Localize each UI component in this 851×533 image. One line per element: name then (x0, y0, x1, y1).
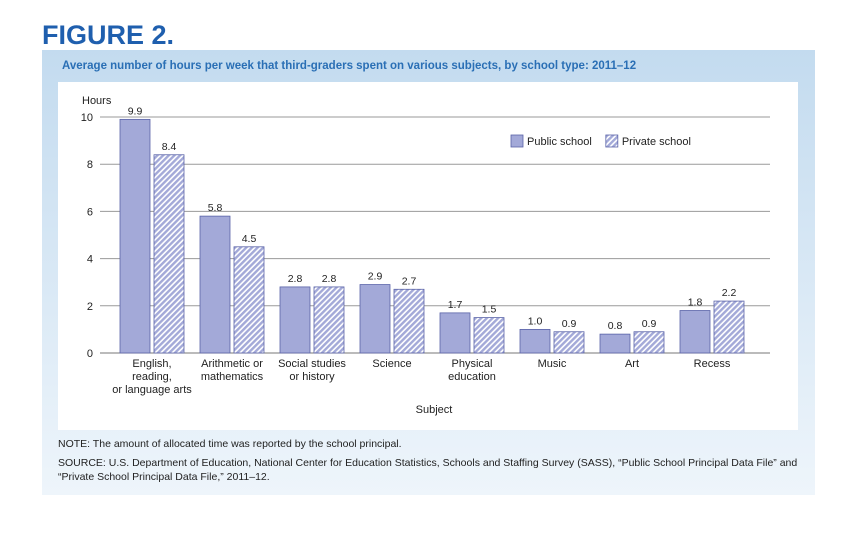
bar (233, 246, 265, 354)
x-tick-label: Social studies or history (278, 358, 346, 383)
bar (633, 331, 665, 354)
figure-label: FIGURE 2. (42, 20, 174, 50)
x-tick-label: Physical education (448, 358, 496, 383)
bar (393, 288, 425, 354)
y-tick-label: 0 (87, 348, 93, 360)
value-label: 0.8 (608, 320, 623, 332)
bar (553, 331, 585, 354)
bar (599, 333, 631, 354)
value-label: 2.9 (368, 271, 383, 283)
bar (519, 328, 551, 354)
bar (199, 215, 231, 354)
y-tick-label: 2 (87, 301, 93, 313)
value-label: 2.8 (322, 273, 337, 285)
y-tick-label: 4 (87, 254, 93, 266)
y-tick-label: 8 (87, 159, 93, 171)
bar (119, 118, 151, 354)
legend-swatch (510, 134, 524, 148)
y-axis-label: Hours (82, 95, 112, 107)
bar (359, 284, 391, 354)
source: SOURCE: U.S. Department of Education, Na… (58, 457, 798, 483)
x-tick-label: Science (372, 358, 412, 370)
value-label: 1.7 (448, 299, 463, 311)
value-label: 1.0 (528, 315, 543, 327)
value-label: 8.4 (162, 141, 177, 153)
value-label: 2.8 (288, 273, 303, 285)
value-label: 1.8 (688, 297, 703, 309)
bar (439, 312, 471, 354)
y-tick-label: 10 (81, 112, 93, 124)
value-label: 4.5 (242, 233, 257, 245)
legend-label: Public school (527, 136, 592, 148)
value-label: 2.7 (402, 275, 417, 287)
bar (679, 310, 711, 354)
bar (153, 154, 185, 354)
chart-title: Average number of hours per week that th… (62, 60, 636, 72)
value-label: 0.9 (642, 318, 657, 330)
x-tick-label: Arithmetic or mathematics (200, 358, 264, 383)
value-label: 2.2 (722, 287, 737, 299)
bar (713, 300, 745, 354)
legend-label: Private school (622, 136, 691, 148)
value-label: 0.9 (562, 318, 577, 330)
x-tick-label: Music (537, 358, 567, 370)
value-label: 9.9 (128, 105, 143, 117)
value-label: 1.5 (482, 304, 497, 316)
x-tick-label: Art (624, 358, 640, 370)
bar (279, 286, 311, 354)
bar (313, 286, 345, 354)
note: NOTE: The amount of allocated time was r… (58, 438, 402, 450)
value-label: 5.8 (208, 202, 223, 214)
bar (473, 317, 505, 354)
x-tick-label: English, reading, or language arts (112, 358, 192, 396)
x-axis-label: Subject (416, 404, 453, 416)
legend-swatch (605, 134, 619, 148)
x-tick-label: Recess (693, 358, 731, 370)
y-tick-label: 6 (87, 206, 93, 218)
